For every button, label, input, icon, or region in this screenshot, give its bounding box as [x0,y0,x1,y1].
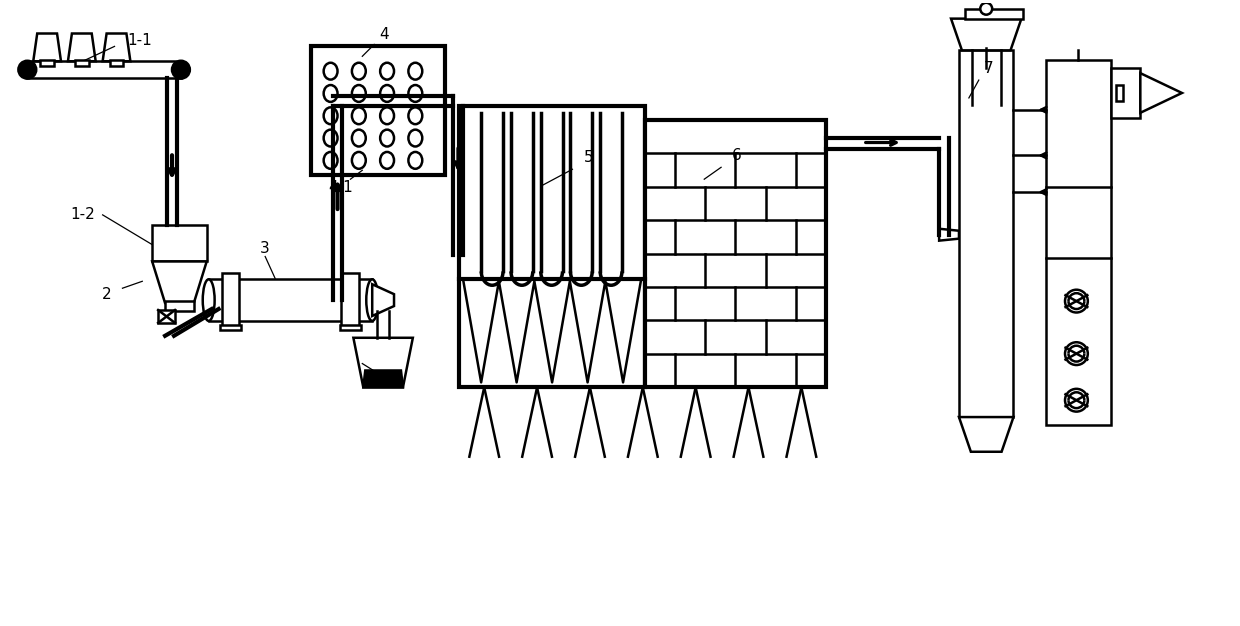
Ellipse shape [408,152,423,169]
Ellipse shape [408,85,423,102]
Bar [153,225,207,262]
Bar [460,106,645,387]
Bar [109,60,124,66]
Ellipse shape [381,130,394,146]
Ellipse shape [324,130,337,146]
Ellipse shape [408,63,423,80]
Bar [645,120,826,387]
Polygon shape [939,228,959,240]
Bar [219,325,242,330]
Ellipse shape [202,279,215,321]
Bar [1111,68,1141,118]
Text: 4-1: 4-1 [329,180,353,195]
Text: 8: 8 [387,373,397,388]
Text: 5: 5 [584,150,593,165]
Bar [222,274,239,327]
Text: 1-2: 1-2 [71,207,95,222]
Polygon shape [363,371,403,387]
Ellipse shape [352,130,366,146]
Ellipse shape [324,107,337,124]
Ellipse shape [352,152,366,169]
Polygon shape [153,262,207,303]
Ellipse shape [366,279,378,321]
Text: 1-1: 1-1 [126,33,151,48]
Text: 2: 2 [102,287,112,302]
Bar [341,274,360,327]
Bar [340,325,361,330]
Text: 3: 3 [260,241,270,256]
Bar [165,301,193,311]
Ellipse shape [324,152,337,169]
Ellipse shape [381,152,394,169]
Polygon shape [68,34,95,61]
Polygon shape [372,284,394,316]
Polygon shape [33,34,61,61]
Ellipse shape [408,107,423,124]
Polygon shape [103,34,130,61]
Polygon shape [353,338,413,387]
Bar [40,60,55,66]
Circle shape [1065,389,1087,412]
Bar [74,60,89,66]
Circle shape [19,61,36,79]
Ellipse shape [352,85,366,102]
Ellipse shape [324,63,337,80]
Bar [208,279,372,321]
Bar [27,61,181,78]
Ellipse shape [324,85,337,102]
Ellipse shape [352,63,366,80]
Ellipse shape [408,130,423,146]
Polygon shape [1141,73,1182,113]
Bar [159,310,175,323]
Polygon shape [951,19,1022,50]
Ellipse shape [381,85,394,102]
Circle shape [981,3,992,14]
Ellipse shape [352,107,366,124]
Bar [1047,60,1111,425]
Ellipse shape [381,107,394,124]
Bar [1116,85,1123,101]
Bar [311,46,445,175]
Circle shape [1065,290,1087,312]
Text: 4: 4 [379,27,389,42]
Circle shape [172,61,190,79]
Text: 7: 7 [983,61,993,76]
Bar [959,50,1013,417]
Ellipse shape [381,63,394,80]
Text: 6: 6 [732,148,742,163]
Polygon shape [959,417,1013,452]
Bar [965,9,1023,19]
Circle shape [1065,342,1087,365]
